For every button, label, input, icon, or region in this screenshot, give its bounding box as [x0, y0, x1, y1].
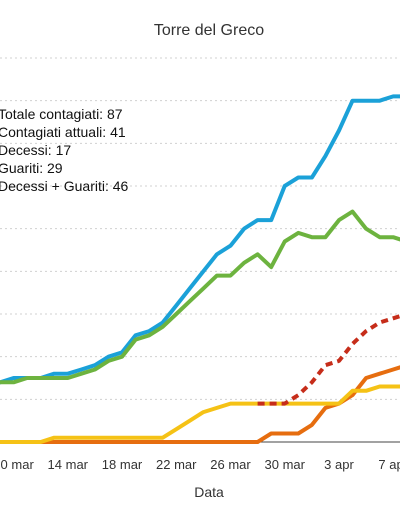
series-line-4 [0, 384, 400, 444]
x-tick-label: 22 mar [156, 457, 197, 472]
x-tick-label: 7 apr [378, 457, 400, 472]
x-tick-label: 30 mar [265, 457, 306, 472]
series-line-5 [257, 314, 400, 406]
annotation-line: Decessi: 17 [0, 142, 71, 158]
x-tick-label: 14 mar [48, 457, 89, 472]
x-tick-label: 18 mar [102, 457, 143, 472]
x-tick-label: 26 mar [210, 457, 251, 472]
x-axis-title: Data [194, 484, 224, 500]
annotation-block: Totale contagiati: 87 Contagiati attuali:… [0, 106, 129, 194]
series-layer [0, 94, 400, 444]
x-tick-label: 3 apr [324, 457, 354, 472]
chart-title: Torre del Greco [154, 22, 264, 39]
annotation-line: Totale contagiati: 87 [0, 106, 123, 122]
x-tick-labels: 10 mar 14 mar 18 mar 22 mar 26 mar 30 mar 3 ap… [0, 457, 400, 472]
annotation-line: Guariti: 29 [0, 160, 63, 176]
series-line-1 [0, 94, 400, 385]
annotation-line: Contagiati attuali: 41 [0, 124, 126, 140]
series-line-2 [0, 209, 400, 385]
x-tick-label: 10 mar [0, 457, 34, 472]
annotation-line: Decessi + Guariti: 46 [0, 178, 129, 194]
